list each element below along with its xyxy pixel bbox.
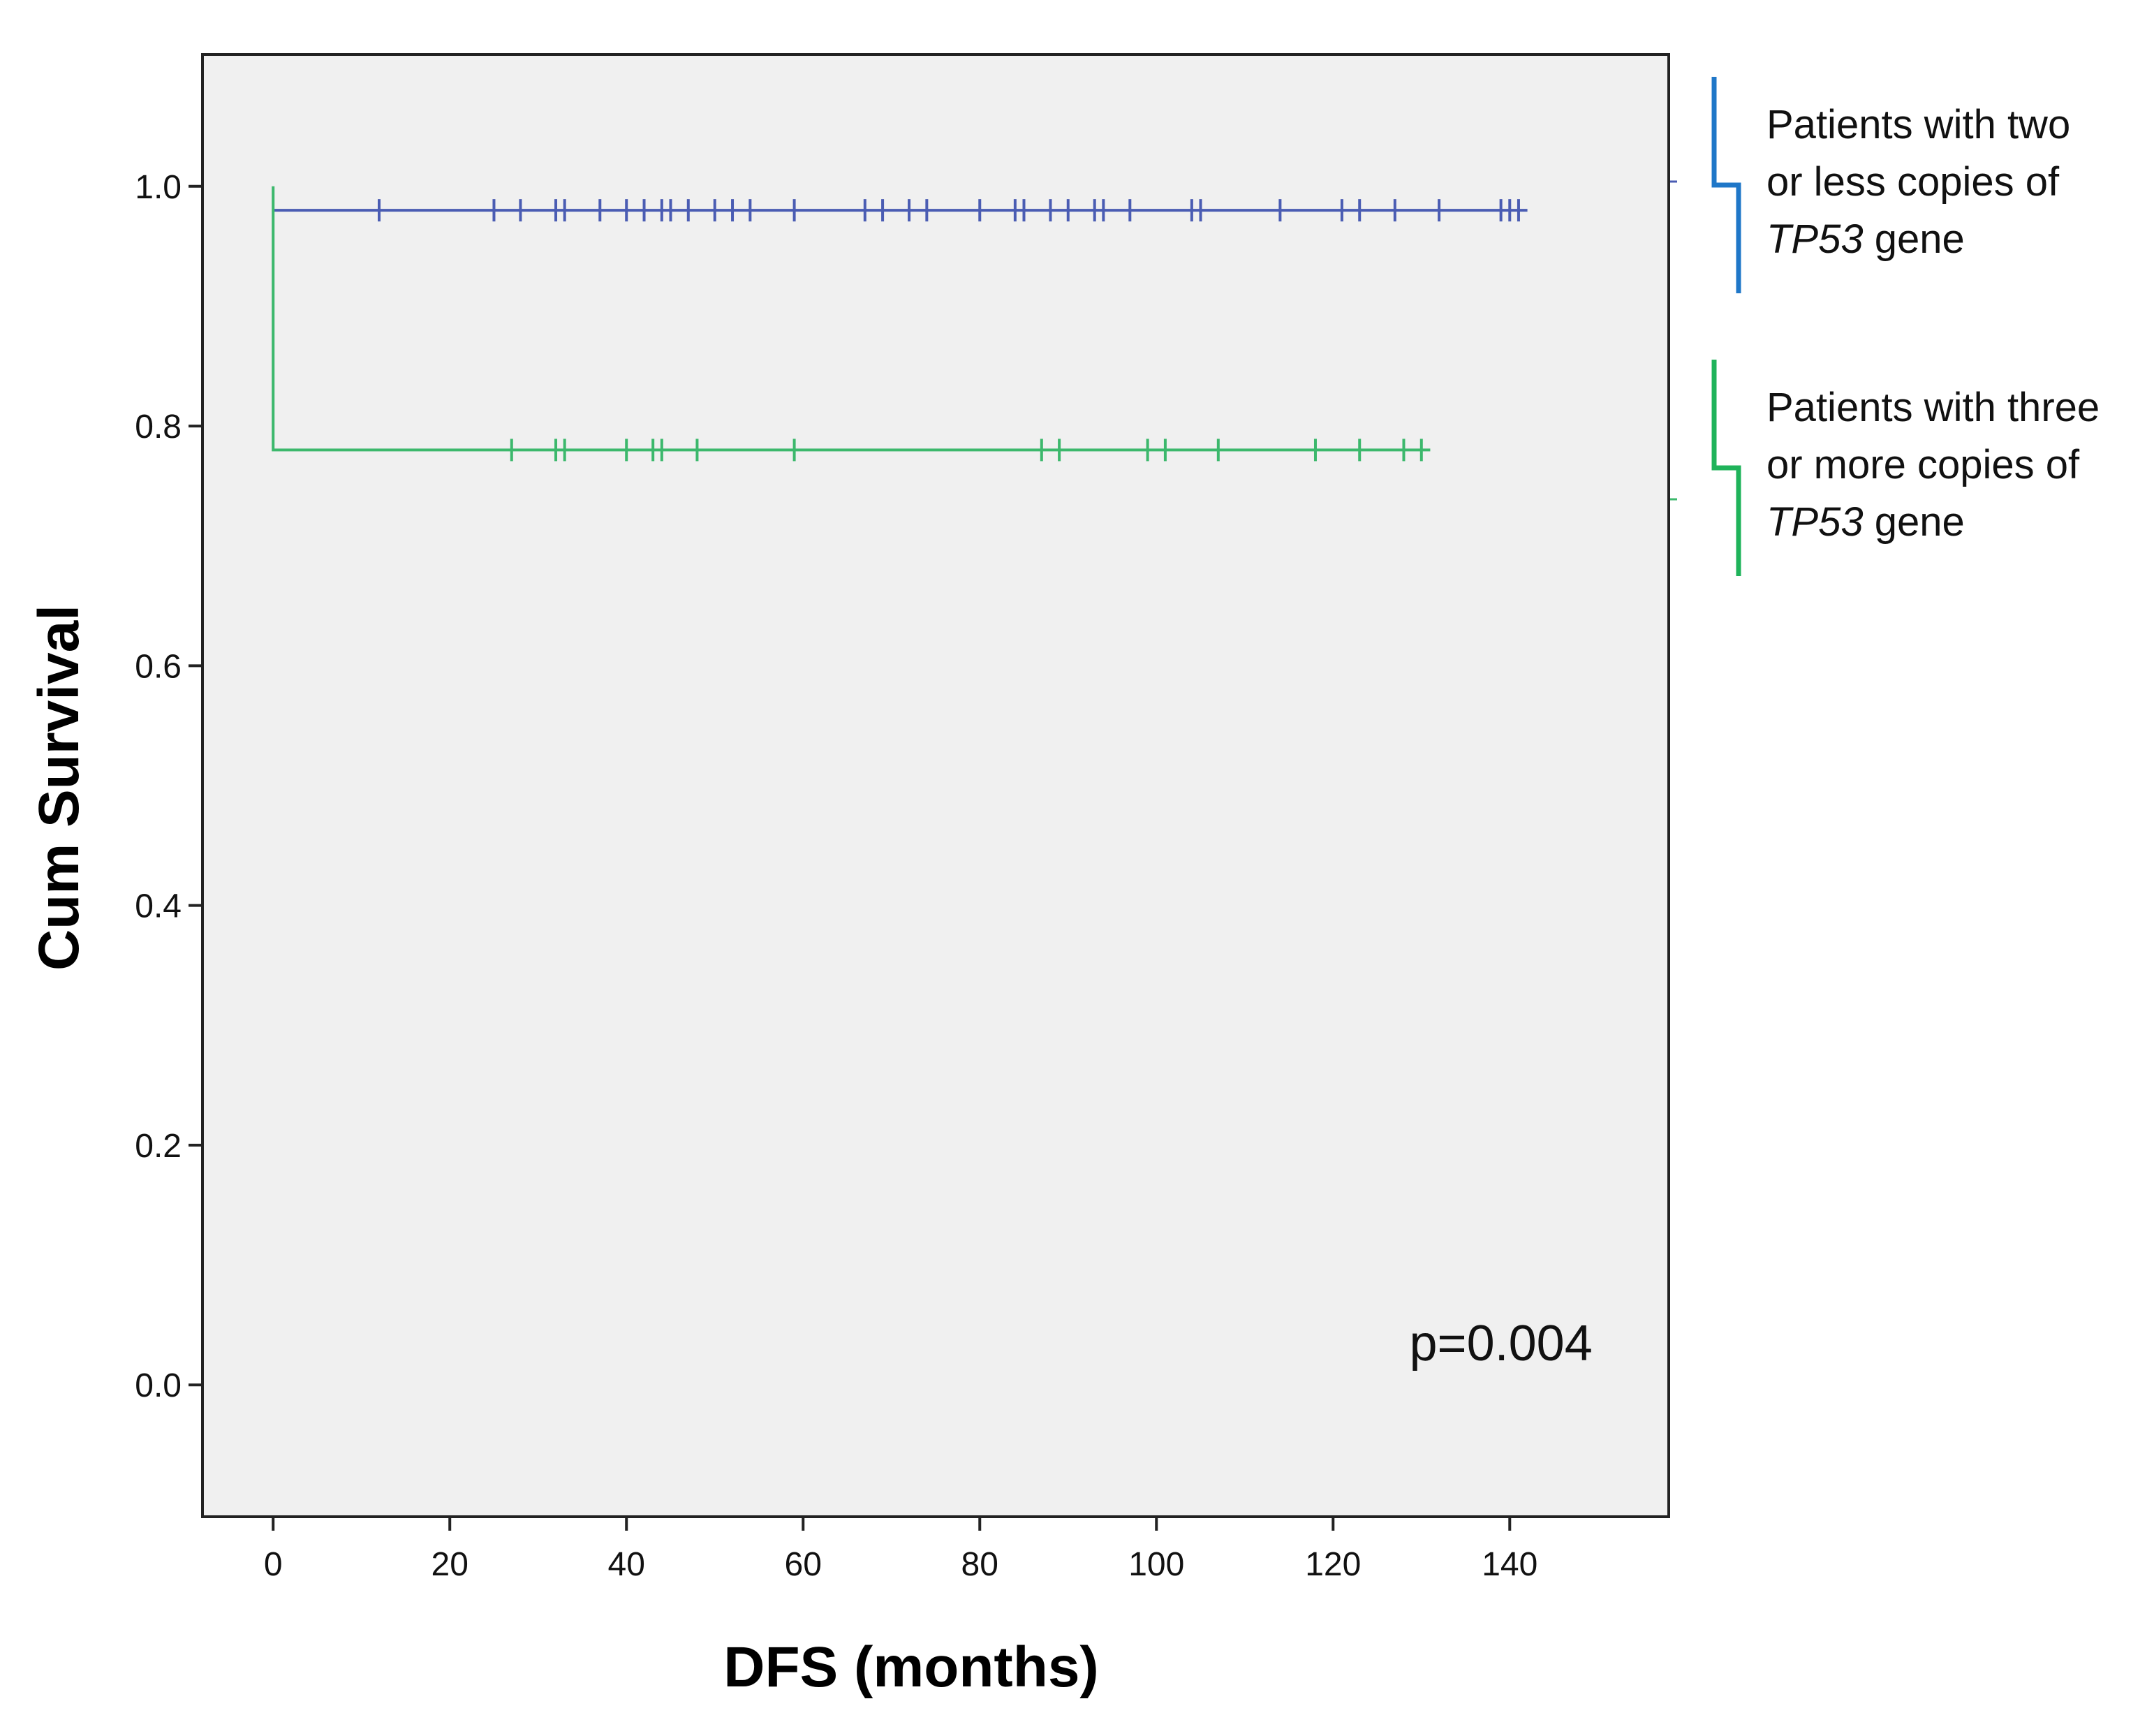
y-axis-title: Cum Survival xyxy=(27,605,91,971)
legend-line: Patients with three xyxy=(1766,385,2100,430)
y-tick-label: 0.0 xyxy=(135,1367,182,1404)
y-tick-label: 0.8 xyxy=(135,409,182,446)
x-tick-label: 140 xyxy=(1482,1546,1537,1583)
y-tick-label: 0.6 xyxy=(135,648,182,685)
x-axis-title: DFS (months) xyxy=(723,1635,1098,1699)
legend-line: Patients with two xyxy=(1766,102,2070,147)
legend-line: TP53 gene xyxy=(1766,499,1965,545)
legend: Patients with two or less copies of TP53 g… xyxy=(1670,77,2100,576)
y-tick-label: 0.2 xyxy=(135,1128,182,1165)
legend-line: or more copies of xyxy=(1766,442,2080,487)
legend-entry-2: Patients with three or more copies of TP53… xyxy=(1670,360,2100,576)
survival-line-2 xyxy=(272,186,1431,452)
series-2 xyxy=(272,186,1431,462)
y-tick-label: 0.4 xyxy=(135,888,182,925)
p-value-annotation: p=0.004 xyxy=(1410,1316,1593,1371)
x-tick-label: 120 xyxy=(1305,1546,1361,1583)
y-axis: 0.0 0.2 0.4 0.6 0.8 1.0 xyxy=(135,169,202,1404)
legend-bracket-2 xyxy=(1711,360,1741,576)
x-tick-label: 0 xyxy=(264,1546,283,1583)
legend-line: TP53 gene xyxy=(1766,216,1965,262)
series-layer xyxy=(272,186,1528,462)
legend-bracket-1 xyxy=(1711,77,1741,293)
x-axis: 0 20 40 60 80 100 120 140 xyxy=(264,1517,1537,1583)
legend-entry-1: Patients with two or less copies of TP53 g… xyxy=(1670,77,2070,293)
x-tick-label: 80 xyxy=(961,1546,998,1583)
y-tick-label: 1.0 xyxy=(135,169,182,206)
legend-line: or less copies of xyxy=(1766,159,2060,205)
x-tick-label: 20 xyxy=(431,1546,469,1583)
x-tick-label: 100 xyxy=(1128,1546,1184,1583)
plot-area xyxy=(201,53,1670,1518)
x-tick-label: 40 xyxy=(608,1546,645,1583)
x-tick-label: 60 xyxy=(785,1546,822,1583)
series-1 xyxy=(273,199,1528,222)
